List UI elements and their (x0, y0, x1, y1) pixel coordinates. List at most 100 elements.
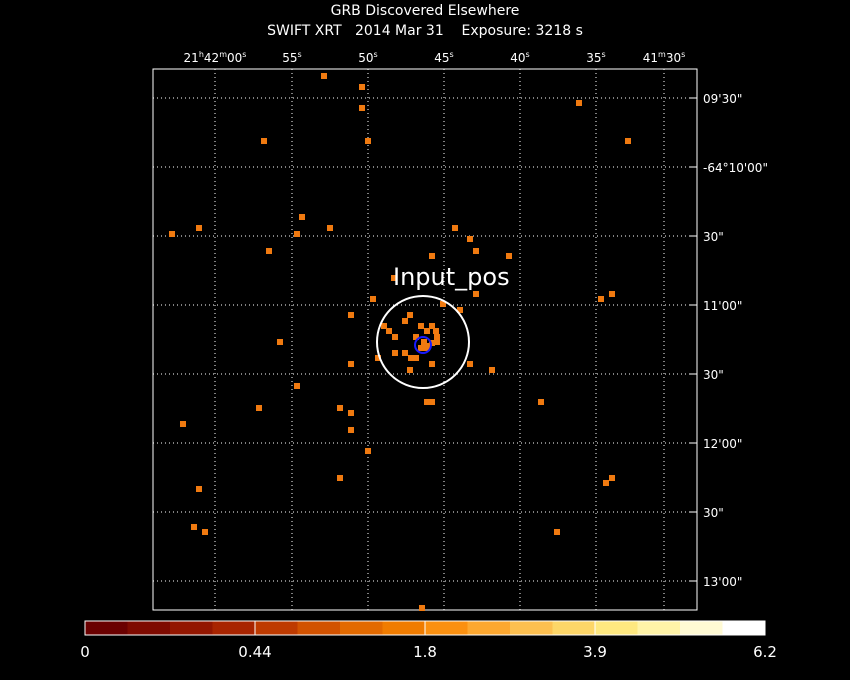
photon (261, 138, 267, 144)
colorbar-segment (510, 621, 553, 635)
label-value: 41 (643, 51, 658, 65)
photons (169, 73, 631, 611)
annotation: Input_pos (393, 263, 510, 291)
colorbar-segment (722, 621, 766, 635)
photon (418, 323, 424, 329)
photon (256, 405, 262, 411)
label-unit: s (681, 50, 685, 59)
photon (429, 253, 435, 259)
photon (294, 231, 300, 237)
photon (554, 529, 560, 535)
subtitle: SWIFT XRT 2014 Mar 31 Exposure: 3218 s (267, 23, 583, 39)
right-label: 30" (703, 368, 724, 382)
photon (337, 405, 343, 411)
photon (473, 248, 479, 254)
right-label: 30" (703, 230, 724, 244)
photon (277, 339, 283, 345)
colorbar-segment (382, 621, 426, 635)
photon (424, 328, 430, 334)
colorbar-segment (425, 621, 468, 635)
label-value: 40 (510, 51, 525, 65)
colorbar-segment (170, 621, 213, 635)
photon (609, 475, 615, 481)
position-circle (414, 336, 432, 354)
colorbar: 0 0.44 1.8 3.9 6.2 (80, 620, 777, 661)
label-unit: h (199, 50, 204, 59)
photon (402, 318, 408, 324)
colorbar-segment (127, 621, 171, 635)
photon (408, 355, 414, 361)
photon (348, 361, 354, 367)
colorbar-label: 3.9 (583, 643, 607, 661)
photon (365, 138, 371, 144)
photon (381, 323, 387, 329)
photon (294, 383, 300, 389)
photon (434, 339, 440, 345)
colorbar-segment (212, 621, 256, 635)
label-unit: s (450, 50, 454, 59)
photon (429, 323, 435, 329)
label-value: 21 (184, 51, 199, 65)
colorbar-segment (595, 621, 638, 635)
photon (609, 291, 615, 297)
photon (359, 84, 365, 90)
label-value: 50 (358, 51, 373, 65)
top-label: 35s (586, 50, 605, 65)
photon (418, 345, 424, 351)
label-unit: m (658, 50, 666, 59)
photon (538, 399, 544, 405)
photon (413, 355, 419, 361)
photon (467, 361, 473, 367)
right-label: 12'00" (703, 437, 742, 451)
colorbar-label: 6.2 (753, 643, 777, 661)
label-unit: s (242, 50, 246, 59)
photon (419, 605, 425, 611)
photon (506, 253, 512, 259)
colorbar-segment (85, 621, 128, 635)
photon (348, 427, 354, 433)
photon (392, 334, 398, 340)
photon (202, 529, 208, 535)
photon (169, 231, 175, 237)
right-label: 30" (703, 506, 724, 520)
label-unit: m (219, 50, 227, 59)
photon (433, 328, 439, 334)
photon (391, 275, 397, 281)
photon (359, 105, 365, 111)
photon (191, 524, 197, 530)
photon (407, 312, 413, 318)
colorbar-label: 0 (80, 643, 90, 661)
colorbar-segment (255, 621, 298, 635)
photon (327, 225, 333, 231)
photon (625, 138, 631, 144)
top-label: 21h42m00s (184, 50, 247, 65)
label-value: 35 (586, 51, 601, 65)
photon (386, 328, 392, 334)
colorbar-segment (297, 621, 341, 635)
photon (421, 339, 427, 345)
top-label: 40s (510, 50, 529, 65)
photon (196, 225, 202, 231)
photon (429, 399, 435, 405)
colorbar-segment (467, 621, 511, 635)
photon (407, 367, 413, 373)
photon (196, 486, 202, 492)
colorbar-segment (680, 621, 723, 635)
label-value: 55 (282, 51, 297, 65)
colorbar-label: 1.8 (413, 643, 437, 661)
photon (348, 410, 354, 416)
photon (365, 448, 371, 454)
right-label: 09'30" (703, 92, 742, 106)
label-value: 45 (434, 51, 449, 65)
label-unit: s (526, 50, 530, 59)
label-unit: s (602, 50, 606, 59)
top-label: 45s (434, 50, 453, 65)
photon (429, 361, 435, 367)
photon (423, 343, 429, 349)
label-unit: s (298, 50, 302, 59)
label-unit: s (374, 50, 378, 59)
colorbar-label: 0.44 (238, 643, 271, 661)
photon (452, 225, 458, 231)
photon (467, 236, 473, 242)
photon (392, 350, 398, 356)
